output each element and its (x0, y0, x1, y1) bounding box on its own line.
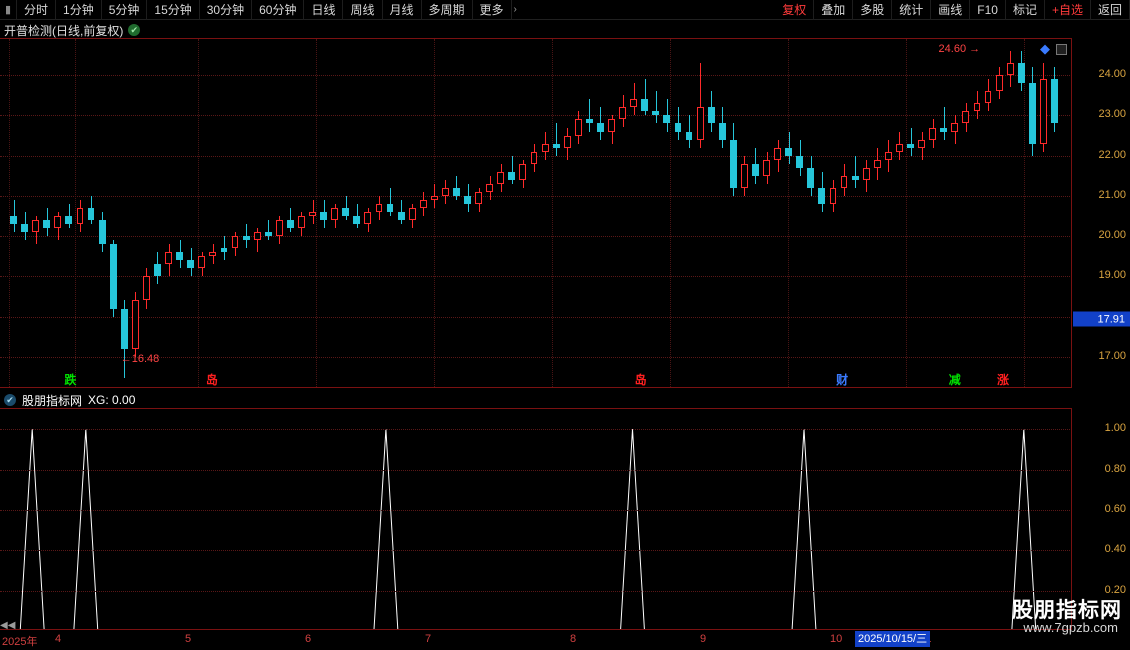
date-axis-label-4: 7 (425, 633, 432, 645)
indicator-axis-label: 0.60 (1104, 502, 1126, 515)
toolbar-right-item-1[interactable]: 叠加 (814, 0, 854, 20)
stock-title-row: 开普检测(日线,前复权) ✔ (0, 21, 1130, 39)
price-vertical-gridline (8, 39, 10, 387)
current-price-badge: 17.91 (1073, 311, 1130, 327)
price-axis-label: 19.00 (1098, 269, 1126, 282)
date-axis-label-6: 9 (700, 633, 707, 645)
toolbar-right-item-4[interactable]: 画线 (931, 0, 971, 20)
price-gridline (0, 276, 1071, 278)
indicator-axis-label: 0.80 (1104, 462, 1126, 475)
price-axis-label: 24.00 (1098, 68, 1126, 81)
price-y-axis: 24.0023.0022.0021.0020.0019.0018.0017.00… (1073, 38, 1130, 388)
price-gridline (0, 356, 1071, 358)
date-axis-label-7: 10 (830, 633, 843, 645)
price-axis-label: 17.00 (1098, 349, 1126, 362)
toolbar-item-1[interactable]: 1分钟 (56, 0, 102, 20)
watermark-url: www.7gpzb.com (1023, 620, 1118, 635)
toolbar-item-3[interactable]: 15分钟 (147, 0, 200, 20)
date-axis-label-5: 8 (570, 633, 577, 645)
toolbar-item-9[interactable]: 多周期 (422, 0, 473, 20)
price-vertical-gridline (316, 39, 318, 387)
indicator-axis-label: 1.00 (1104, 422, 1126, 435)
toolbar-right-item-3[interactable]: 统计 (892, 0, 932, 20)
price-gridline (0, 75, 1071, 77)
price-chart-pane[interactable]: 24.60 → ←16.48 ◆ 跌 岛 岛 财 减 涨 (0, 38, 1072, 388)
price-vertical-gridline (434, 39, 436, 387)
price-gridline (0, 115, 1071, 117)
event-marker-2: 岛 (634, 373, 647, 387)
toolbar-item-4[interactable]: 30分钟 (200, 0, 253, 20)
toolbar-right-item-0[interactable]: 复权 (775, 0, 815, 20)
price-vertical-gridline (552, 39, 554, 387)
top-toolbar: ▮ 分时 1分钟 5分钟 15分钟 30分钟 60分钟 日线 周线 月线 多周期 更多 › 复权 叠加多… (0, 0, 1130, 20)
toolbar-item-8[interactable]: 月线 (383, 0, 422, 20)
event-marker-1: 岛 (205, 373, 218, 387)
scroll-indicator[interactable]: ◀◀ (0, 620, 16, 631)
price-vertical-gridline (787, 39, 789, 387)
price-gridline (0, 316, 1071, 318)
indicator-value-label: XG: 0.00 (88, 393, 136, 407)
square-icon[interactable] (1056, 43, 1067, 55)
indicator-gridline (0, 550, 1071, 552)
indicator-axis-label: 0.40 (1104, 543, 1126, 556)
price-vertical-gridline (670, 39, 671, 387)
toolbar-right-item-7[interactable]: +自选 (1045, 0, 1091, 20)
toolbar-item-2[interactable]: 5分钟 (102, 0, 148, 20)
indicator-y-axis: 1.00 0.80 0.60 0.40 0.20 (1073, 408, 1130, 630)
indicator-gridline (0, 429, 1071, 431)
event-marker-3: 财 (836, 373, 849, 387)
date-axis-label-2: 5 (185, 633, 192, 645)
price-gridline (0, 236, 1071, 238)
price-axis-label: 20.00 (1098, 229, 1126, 242)
toolbar-right-item-2[interactable]: 多股 (853, 0, 893, 20)
price-axis-label: 22.00 (1098, 148, 1126, 161)
chevron-right-icon[interactable]: › (513, 4, 517, 15)
high-price-annotation: 24.60 → (938, 43, 981, 56)
price-gridline (0, 195, 1071, 197)
indicator-gridline (0, 469, 1071, 471)
xg-indicator-line (19, 429, 1037, 629)
toolbar-item-7[interactable]: 周线 (343, 0, 383, 20)
toolbar-item-6[interactable]: 日线 (304, 0, 344, 20)
date-axis-label-3: 6 (305, 633, 312, 645)
page-title: 开普检测(日线,前复权) (4, 23, 124, 38)
price-vertical-gridline (1023, 39, 1025, 387)
indicator-gridline (0, 590, 1071, 592)
toolbar-left-group: 分时 1分钟 5分钟 15分钟 30分钟 60分钟 日线 周线 月线 多周期 更多 › (16, 0, 517, 20)
event-marker-5: 涨 (996, 373, 1009, 387)
indicator-pane[interactable] (0, 408, 1072, 630)
date-axis-label-0: 2025年 (2, 636, 38, 648)
toolbar-right-group: 复权 叠加 多股 统计 画线 F10 标记 +自选 返回 (775, 0, 1130, 20)
event-marker-0: 跌 (64, 373, 77, 387)
watermark-title: 股朋指标网 (1012, 599, 1122, 622)
toolbar-right-item-5[interactable]: F10 (970, 0, 1006, 20)
low-price-annotation: ←16.48 (120, 352, 160, 365)
verified-icon: ✔ (128, 24, 141, 36)
indicator-axis-label: 0.20 (1104, 583, 1126, 596)
toolbar-item-0[interactable]: 分时 (16, 0, 57, 20)
date-axis-label-1: 4 (55, 633, 62, 645)
price-vertical-gridline (198, 39, 200, 387)
indicator-header: ✔ 股朋指标网 XG: 0.00 (0, 392, 1072, 408)
selected-date-badge: 2025/10/15/三 (855, 631, 931, 647)
date-axis: 2025年4567891011 2025/10/15/三 (0, 631, 1130, 650)
chart-top-icons[interactable]: ◆ (1040, 41, 1067, 57)
toolbar-item-10[interactable]: 更多 (473, 0, 512, 20)
flag-icon: ▮ (4, 4, 12, 16)
indicator-line-series (19, 429, 1037, 629)
price-axis-label: 21.00 (1098, 188, 1126, 201)
toolbar-right-item-8[interactable]: 返回 (1091, 0, 1130, 20)
price-vertical-gridline (75, 39, 77, 387)
diamond-icon[interactable]: ◆ (1040, 41, 1050, 56)
price-vertical-gridline (905, 39, 907, 387)
indicator-site-name: 股朋指标网 (22, 393, 83, 408)
indicator-check-icon: ✔ (4, 394, 16, 406)
event-marker-4: 减 (948, 373, 961, 387)
toolbar-right-item-6[interactable]: 标记 (1006, 0, 1045, 20)
toolbar-item-5[interactable]: 60分钟 (252, 0, 305, 20)
indicator-gridline (0, 509, 1071, 511)
price-axis-label: 23.00 (1098, 108, 1126, 121)
